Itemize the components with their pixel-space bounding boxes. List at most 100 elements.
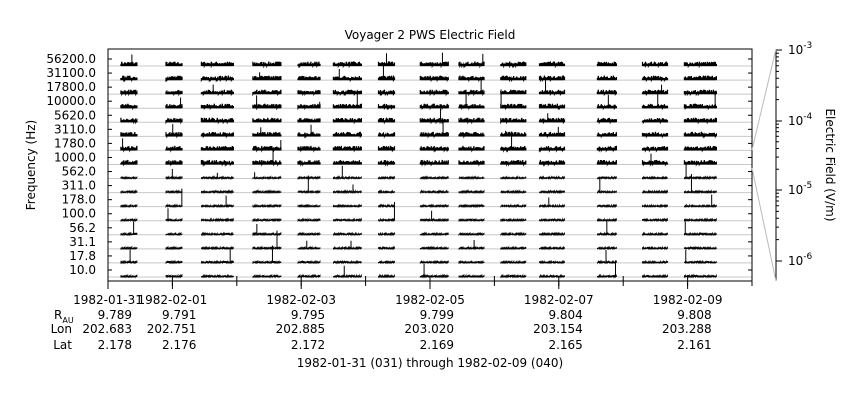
channel-trace (297, 231, 321, 237)
channel-trace (297, 103, 321, 111)
channel-trace (597, 259, 617, 265)
channel-trace (165, 75, 183, 83)
channel-trace (297, 259, 321, 265)
channel-trace (458, 189, 485, 195)
channel-trace (333, 217, 362, 223)
channel-trace (596, 61, 617, 67)
ephemeris-value-lon: 203.154 (533, 322, 583, 336)
channel-trace (200, 145, 234, 151)
x-tick-label: 1982-02-07 (524, 293, 594, 307)
channel-trace (500, 61, 527, 69)
channel-trace (539, 217, 565, 223)
y-tick-label: 56.2 (69, 221, 96, 235)
channel-trace (684, 189, 717, 195)
channel-trace (333, 175, 362, 181)
channel-trace (200, 117, 234, 125)
ephemeris-label-lon: Lon (51, 322, 72, 336)
channel-trace (252, 273, 282, 279)
channel-trace (539, 189, 565, 195)
channel-trace (252, 117, 282, 123)
channel-trace (200, 61, 234, 69)
channel-trace (683, 89, 717, 97)
channel-trace (201, 259, 234, 265)
ephemeris-value-lon: 202.751 (147, 322, 197, 336)
channel-trace (642, 245, 668, 251)
channel-trace (333, 273, 362, 279)
y-tick-label: 31.1 (69, 235, 96, 249)
channel-trace (120, 145, 138, 153)
channel-trace (297, 245, 321, 251)
channel-trace (333, 203, 362, 209)
ephemeris-value-r: 9.804 (548, 308, 582, 322)
y-tick-label: 178.0 (62, 193, 96, 207)
channel-trace (458, 273, 485, 279)
channel-trace (332, 131, 362, 139)
channel-trace (200, 103, 234, 111)
channel-trace (377, 89, 396, 97)
y-tick-label: 17.8 (69, 249, 96, 263)
channel-trace (200, 159, 234, 167)
channel-trace (419, 89, 449, 97)
y-tick-label: 562.0 (62, 165, 96, 179)
channel-trace (332, 103, 362, 109)
channel-trace (500, 273, 527, 279)
channel-trace (641, 103, 669, 111)
channel-trace (538, 61, 566, 69)
channel-trace (597, 273, 617, 279)
channel-trace (165, 131, 183, 139)
channel-trace (120, 131, 138, 137)
channel-trace (642, 231, 668, 237)
channel-trace (252, 245, 282, 251)
channel-trace (642, 189, 668, 195)
channel-trace (165, 203, 183, 209)
channel-trace (419, 231, 449, 237)
channel-trace (378, 273, 395, 279)
channel-trace (684, 217, 717, 223)
colorbar-connector (751, 167, 777, 282)
channel-trace (165, 90, 183, 97)
channel-trace (641, 75, 669, 83)
channel-trace (200, 131, 234, 139)
channel-trace (378, 175, 395, 181)
channel-trace (201, 245, 234, 251)
channel-trace (297, 217, 321, 223)
channel-trace (200, 75, 234, 83)
channel-trace (297, 175, 321, 181)
channel-trace (201, 273, 234, 279)
channel-trace (297, 61, 321, 69)
ephemeris-value-lat: 2.176 (162, 338, 196, 352)
channel-trace (120, 231, 138, 237)
channel-trace (641, 61, 669, 69)
channel-trace (120, 273, 138, 279)
channel-trace (252, 217, 282, 223)
channel-trace (458, 217, 485, 223)
channel-trace (165, 103, 183, 109)
channel-trace (500, 203, 527, 209)
channel-trace (332, 117, 362, 125)
channel-trace (377, 132, 396, 139)
channel-trace (539, 245, 565, 251)
colorbar-tick-label: 10-5 (788, 181, 812, 197)
colorbar-tick-label: 10-6 (788, 252, 813, 268)
channel-trace (165, 117, 183, 125)
channel-trace (377, 103, 396, 111)
channel-trace (377, 117, 396, 125)
channel-trace (333, 245, 362, 251)
channel-trace (165, 160, 183, 167)
channel-trace (332, 145, 362, 153)
channel-trace (165, 189, 183, 195)
channel-trace (500, 217, 527, 223)
channel-trace (596, 75, 617, 81)
ephemeris-label-r: RAU (54, 308, 74, 325)
channel-trace (377, 75, 396, 83)
channel-trace (419, 145, 449, 153)
channel-trace (684, 273, 717, 279)
channel-trace (458, 89, 485, 97)
channel-trace (642, 217, 668, 223)
channel-trace (419, 217, 449, 223)
channel-trace (377, 145, 396, 153)
channel-trace (120, 61, 138, 67)
channel-trace (641, 145, 669, 153)
channel-trace (641, 118, 669, 125)
